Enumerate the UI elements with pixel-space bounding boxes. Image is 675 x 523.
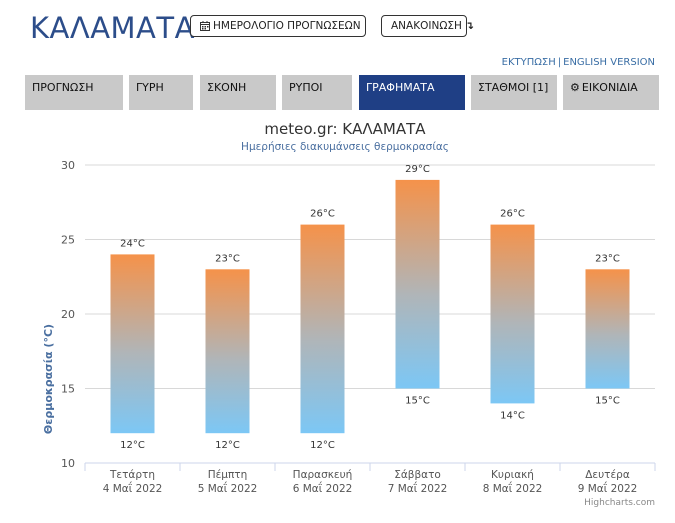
arrow-down-turn-icon: ↴ <box>465 20 475 32</box>
temperature-bar <box>300 224 345 434</box>
x-tick-date: 5 Μαΐ 2022 <box>198 481 258 495</box>
y-axis-label: Θερμοκρασία (°C) <box>42 324 55 434</box>
min-temp-label: 14°C <box>500 410 525 421</box>
min-temp-label: 15°C <box>405 396 430 407</box>
x-tick-date: 4 Μαΐ 2022 <box>103 481 163 495</box>
y-tick-label: 30 <box>61 159 75 172</box>
min-temp-label: 12°C <box>120 440 145 451</box>
tab-stations[interactable]: ΣΤΑΘΜΟΙ [1] <box>471 75 557 110</box>
tab-label: ΓΡΑΦΗΜΑΤΑ <box>366 81 435 94</box>
max-temp-label: 26°C <box>310 209 335 220</box>
x-tick-day: Κυριακή <box>491 469 534 481</box>
print-link[interactable]: ΕΚΤΥΠΩΣΗ <box>501 57 556 68</box>
chart-title: meteo.gr: ΚΑΛΑΜΑΤΑ <box>264 120 426 138</box>
y-tick-label: 20 <box>61 308 75 321</box>
x-tick-day: Σάββατο <box>394 469 441 481</box>
announcement-label: ΑΝΑΚΟΙΝΩΣΗ <box>391 20 462 32</box>
chart-credits[interactable]: Highcharts.com <box>584 498 655 508</box>
utility-links: ΕΚΤΥΠΩΣΗ | ENGLISH VERSION <box>502 57 655 68</box>
temperature-bar <box>110 254 155 434</box>
y-tick-label: 25 <box>61 234 75 247</box>
forecast-calendar-label: ΗΜΕΡΟΛΟΓΙΟ ΠΡΟΓΝΩΣΕΩΝ <box>213 20 361 32</box>
tab-label: ΣΤΑΘΜΟΙ [1] <box>478 81 549 94</box>
x-tick-date: 8 Μαΐ 2022 <box>483 481 543 495</box>
x-tick-date: 6 Μαΐ 2022 <box>293 481 353 495</box>
nav-tabs: ΠΡΟΓΝΩΣΗ ΓΥΡΗ ΣΚΟΝΗ ΡΥΠΟΙ ΓΡΑΦΗΜΑΤΑ ΣΤΑΘ… <box>0 75 675 110</box>
min-temp-label: 12°C <box>310 440 335 451</box>
min-temp-label: 12°C <box>215 440 240 451</box>
tab-pollen[interactable]: ΓΥΡΗ <box>129 75 193 110</box>
tab-label: ΡΥΠΟΙ <box>289 81 323 94</box>
english-version-link[interactable]: ENGLISH VERSION <box>563 57 655 68</box>
forecast-calendar-button[interactable]: ΗΜΕΡΟΛΟΓΙΟ ΠΡΟΓΝΩΣΕΩΝ <box>190 15 366 37</box>
tab-icons[interactable]: ⚙ ΕΙΚΟΝΙΔΙΑ <box>563 75 659 110</box>
tab-dust[interactable]: ΣΚΟΝΗ <box>200 75 276 110</box>
max-temp-label: 24°C <box>120 238 145 249</box>
min-temp-label: 15°C <box>595 396 620 407</box>
max-temp-label: 26°C <box>500 209 525 220</box>
temperature-bar <box>490 224 535 404</box>
city-title: ΚΑΛΑΜΑΤΑ <box>30 11 195 45</box>
temperature-chart: meteo.gr: ΚΑΛΑΜΑΤΑ Ημερήσιες διακυμάνσει… <box>42 120 656 508</box>
x-tick-day: Δευτέρα <box>585 469 630 481</box>
link-separator: | <box>557 57 562 68</box>
x-tick-date: 7 Μαΐ 2022 <box>388 481 448 495</box>
x-tick-day: Παρασκευή <box>293 469 353 481</box>
tab-label: ΓΥΡΗ <box>136 81 164 94</box>
max-temp-label: 29°C <box>405 164 430 175</box>
tab-label: ΕΙΚΟΝΙΔΙΑ <box>581 81 638 94</box>
tab-label: ΣΚΟΝΗ <box>207 81 247 94</box>
y-tick-label: 10 <box>61 457 75 470</box>
y-tick-label: 15 <box>61 383 75 396</box>
tab-pollutants[interactable]: ΡΥΠΟΙ <box>282 75 352 110</box>
calendar-icon <box>200 21 210 31</box>
temperature-bar <box>205 269 250 434</box>
temperature-bar <box>395 179 440 389</box>
tab-forecast[interactable]: ΠΡΟΓΝΩΣΗ <box>25 75 123 110</box>
x-tick-day: Πέμπτη <box>208 469 248 481</box>
tab-charts[interactable]: ΓΡΑΦΗΜΑΤΑ <box>359 75 465 110</box>
x-tick-day: Τετάρτη <box>109 469 155 481</box>
tab-label: ΠΡΟΓΝΩΣΗ <box>32 81 94 94</box>
gear-icon: ⚙ <box>570 81 580 94</box>
temperature-bar <box>585 269 630 389</box>
max-temp-label: 23°C <box>215 253 240 264</box>
max-temp-label: 23°C <box>595 253 620 264</box>
x-tick-date: 9 Μαΐ 2022 <box>578 481 638 495</box>
chart-subtitle: Ημερήσιες διακυμάνσεις θερμοκρασίας <box>241 141 449 153</box>
announcement-button[interactable]: ΑΝΑΚΟΙΝΩΣΗ ↴ <box>381 15 474 37</box>
